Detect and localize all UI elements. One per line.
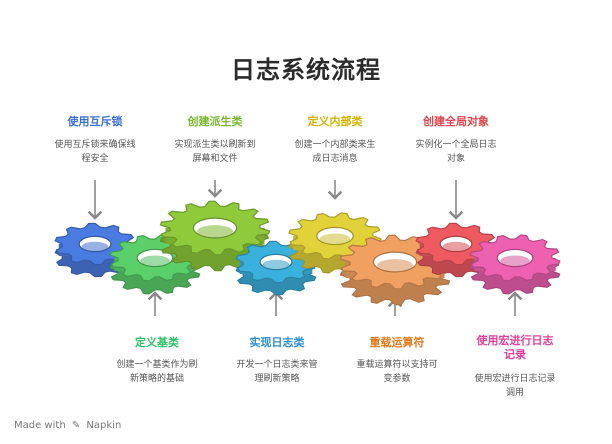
step-desc-mutex: 使用互斥锁来确保线 程安全 <box>54 140 136 164</box>
step-heading-derived-class: 创建派生类 <box>187 115 243 128</box>
page-title: 日志系统流程 <box>231 56 381 84</box>
napkin-logo-icon: ✎ <box>71 420 81 431</box>
step-heading-inner-class: 定义内部类 <box>307 115 363 128</box>
step-desc-global-object: 实例化一个全局日志 对象 <box>415 140 497 164</box>
step-heading-base-class: 定义基类 <box>135 336 179 349</box>
footer-attribution: Made with ✎ Napkin <box>14 420 121 431</box>
footer-brand: Napkin <box>86 420 122 431</box>
step-heading-mutex: 使用互斥锁 <box>67 115 123 128</box>
step-desc-operator-overload: 重载运算符以支持可 变参数 <box>356 360 438 384</box>
step-desc-macro-logging: 使用宏进行日志记录 调用 <box>474 374 556 398</box>
step-heading-macro-logging: 使用宏进行日志 记录 <box>476 334 554 361</box>
step-desc-log-class: 开发一个日志类来管 理刷新策略 <box>236 360 318 384</box>
step-desc-base-class: 创建一个基类作为刷 新策略的基础 <box>116 360 198 384</box>
step-desc-derived-class: 实现派生类以刷新到 屏幕和文件 <box>174 140 256 164</box>
step-heading-log-class: 实现日志类 <box>249 336 305 349</box>
step-heading-operator-overload: 重载运算符 <box>369 336 425 349</box>
gear-8 <box>469 234 561 295</box>
step-heading-global-object: 创建全局对象 <box>423 115 489 128</box>
footer-made-with: Made with <box>14 420 66 431</box>
step-desc-inner-class: 创建一个内部类来生 成日志消息 <box>294 140 376 164</box>
gear-4 <box>235 240 317 296</box>
